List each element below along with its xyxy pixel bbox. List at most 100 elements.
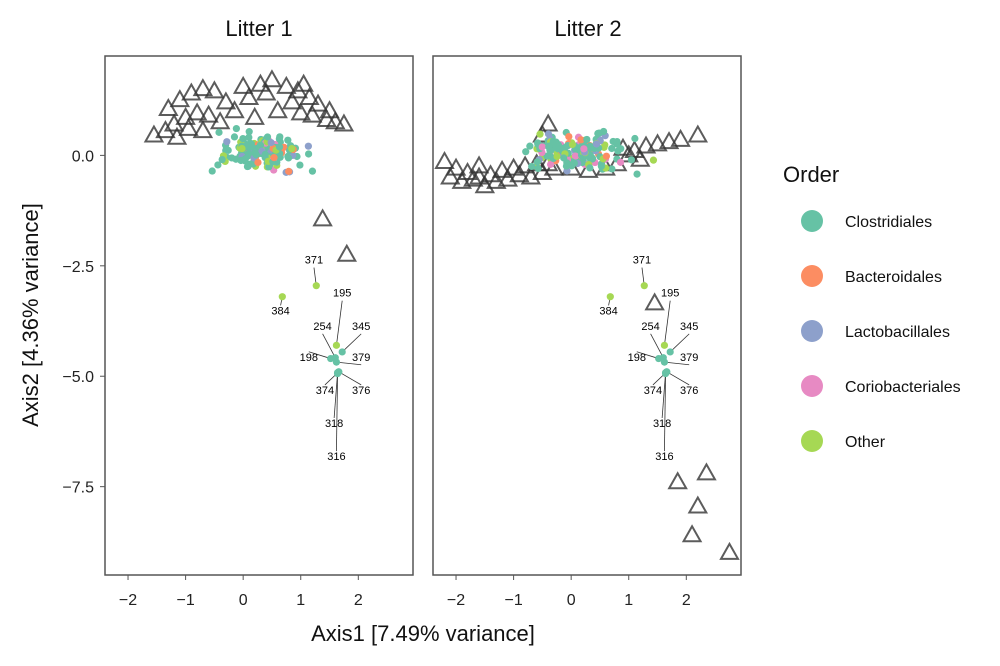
taxon-point [288, 145, 296, 153]
taxon-point [544, 130, 553, 138]
taxon-label: 316 [327, 451, 345, 463]
taxon-point [214, 161, 222, 169]
label-leader-line [336, 300, 343, 346]
taxon-point [577, 136, 585, 144]
legend-label: Bacteroidales [845, 269, 942, 286]
sample-point [215, 91, 237, 110]
sample-point [204, 80, 225, 99]
taxon-point-labeled [278, 293, 286, 301]
sample-point [158, 97, 179, 117]
taxon-label: 376 [680, 385, 698, 397]
sample-point [336, 243, 358, 262]
taxon-point [602, 152, 610, 160]
taxon-point [583, 135, 591, 144]
taxon-label: 374 [644, 385, 662, 397]
sample-point [463, 168, 484, 187]
taxon-point-labeled [338, 348, 346, 356]
taxon-point [296, 161, 304, 169]
taxon-point [238, 144, 246, 153]
taxon-point [275, 143, 284, 151]
sample-point [468, 166, 490, 185]
taxon-point [627, 156, 636, 164]
sample-point [192, 120, 214, 139]
x-tick-label: −1 [504, 592, 522, 609]
taxon-point [252, 151, 260, 159]
taxon-point-labeled [640, 282, 648, 290]
sample-point [281, 91, 303, 110]
y-tick-label: −2.5 [62, 259, 94, 276]
x-tick-label: −2 [119, 592, 137, 609]
sample-point [255, 82, 277, 101]
taxon-label: 345 [352, 321, 370, 333]
taxon-point [597, 162, 605, 170]
label-leader-line [666, 371, 690, 386]
taxon-point [215, 128, 223, 136]
sample-point [681, 524, 703, 543]
taxon-point [243, 162, 252, 171]
taxon-point [265, 163, 273, 171]
taxon-point [588, 154, 596, 163]
taxon-point-labeled [660, 358, 669, 366]
taxon-point [609, 137, 617, 146]
label-leader-line [664, 361, 690, 366]
label-leader-line [333, 372, 338, 419]
sample-point [166, 126, 188, 145]
legend-swatch [801, 210, 823, 232]
taxon-point [284, 136, 292, 144]
sample-point [316, 109, 337, 128]
taxon-point [239, 134, 247, 143]
sample-point [178, 117, 199, 136]
taxon-label: 376 [352, 385, 370, 397]
legend-label: Lactobacillales [845, 324, 950, 341]
sample-point [440, 166, 461, 185]
label-leader-line [336, 373, 338, 452]
marks-litter-1: 371 384 195 254 345 198 379 374 376 318 316 [143, 69, 370, 463]
taxon-point [631, 134, 639, 143]
taxon-label: 318 [653, 418, 671, 430]
sample-point [155, 120, 176, 139]
sample-point [451, 170, 473, 189]
taxon-point [285, 167, 293, 175]
plot-frame-litter-2 [432, 55, 742, 576]
taxon-label: 379 [680, 352, 698, 364]
taxon-point [254, 158, 262, 167]
x-tick-label: 1 [296, 592, 305, 609]
taxon-point [545, 143, 553, 151]
taxon-point-labeled [332, 358, 341, 366]
taxon-point [592, 140, 601, 148]
taxon-point [284, 154, 293, 162]
sample-point [325, 111, 346, 130]
sample-point [307, 93, 329, 112]
sample-point [658, 131, 680, 150]
label-leader-line [341, 333, 362, 353]
taxon-label: 195 [661, 288, 679, 300]
taxon-point-labeled [327, 354, 335, 363]
taxon-point [547, 160, 555, 168]
sample-point [244, 106, 265, 125]
x-tick-label: 0 [239, 592, 248, 609]
taxon-point [270, 154, 278, 162]
taxon-point [245, 128, 253, 136]
taxon-point [580, 145, 588, 153]
taxon-point [649, 156, 658, 164]
sample-point [181, 82, 202, 101]
taxon-point [608, 165, 616, 173]
taxon-point [600, 143, 608, 151]
taxon-label: 384 [271, 305, 289, 317]
taxon-label: 318 [325, 418, 343, 430]
sample-point [198, 104, 219, 123]
sample-point [302, 104, 323, 123]
legend-swatch [801, 265, 823, 287]
taxon-point [534, 164, 542, 173]
sample-point [186, 102, 208, 121]
taxon-point [614, 147, 622, 155]
taxon-point [568, 140, 577, 149]
legend: Order Clostridiales Bacteroidales Lactobac… [783, 162, 961, 452]
label-leader-line [664, 300, 671, 346]
sample-point [290, 102, 311, 121]
label-leader-line [664, 373, 666, 452]
legend-swatch [801, 320, 823, 342]
taxon-point [599, 127, 608, 136]
sample-point [719, 541, 740, 560]
